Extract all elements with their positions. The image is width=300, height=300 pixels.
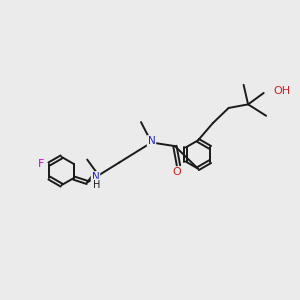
Text: N: N	[92, 172, 99, 182]
Text: H: H	[93, 179, 101, 190]
Text: O: O	[172, 167, 182, 177]
Text: N: N	[148, 136, 155, 146]
Text: F: F	[38, 159, 44, 169]
Text: OH: OH	[273, 86, 290, 97]
